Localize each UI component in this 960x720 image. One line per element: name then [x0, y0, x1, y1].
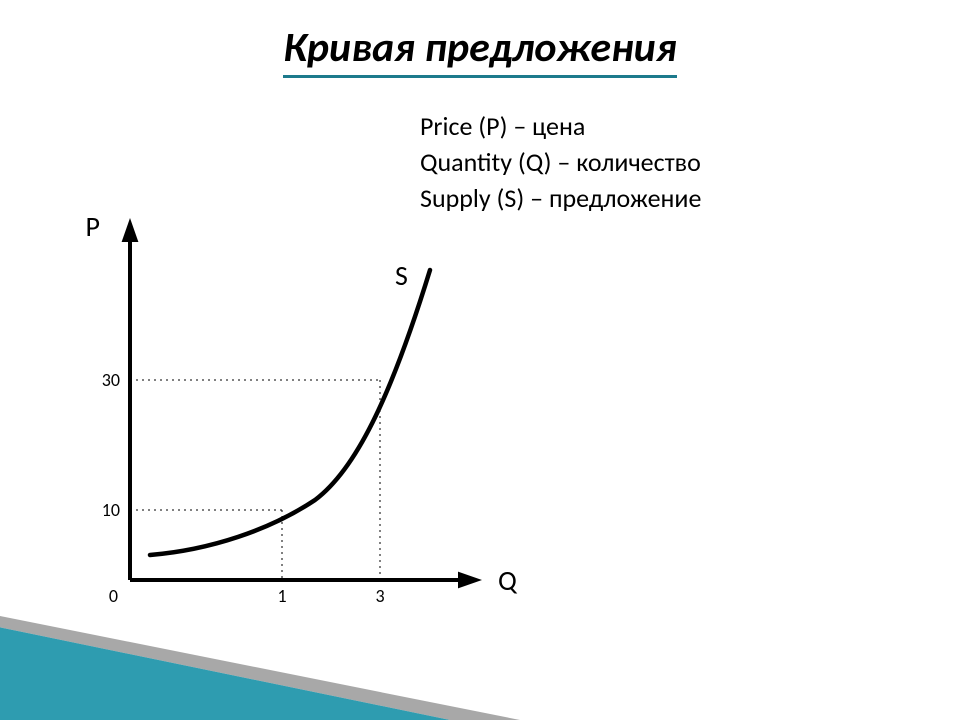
y-axis-label: P: [86, 210, 100, 244]
curve-label: S: [395, 258, 408, 293]
title-text: Кривая предложения: [283, 22, 677, 78]
reference-lines: [130, 380, 380, 580]
legend-line: Price (P) – цена: [420, 110, 701, 142]
tick-labels: 10 1 30 3: [102, 369, 385, 607]
y-tick-label: 30: [102, 369, 120, 391]
x-axis-arrow: [458, 572, 482, 589]
legend-line: Quantity (Q) – количество: [420, 146, 701, 178]
supply-chart: P Q S 0 10 1 30 3: [60, 210, 520, 630]
y-axis-arrow: [122, 218, 139, 242]
origin-label: 0: [109, 585, 118, 607]
y-tick-label: 10: [102, 499, 120, 521]
page-title: Кривая предложения: [0, 22, 960, 73]
supply-curve: [150, 270, 430, 555]
legend: Price (P) – цена Quantity (Q) – количест…: [420, 110, 701, 218]
x-axis-label: Q: [498, 563, 518, 598]
x-tick-label: 3: [375, 585, 384, 607]
x-tick-label: 1: [277, 585, 286, 607]
decor-triangle-main: [0, 615, 450, 720]
